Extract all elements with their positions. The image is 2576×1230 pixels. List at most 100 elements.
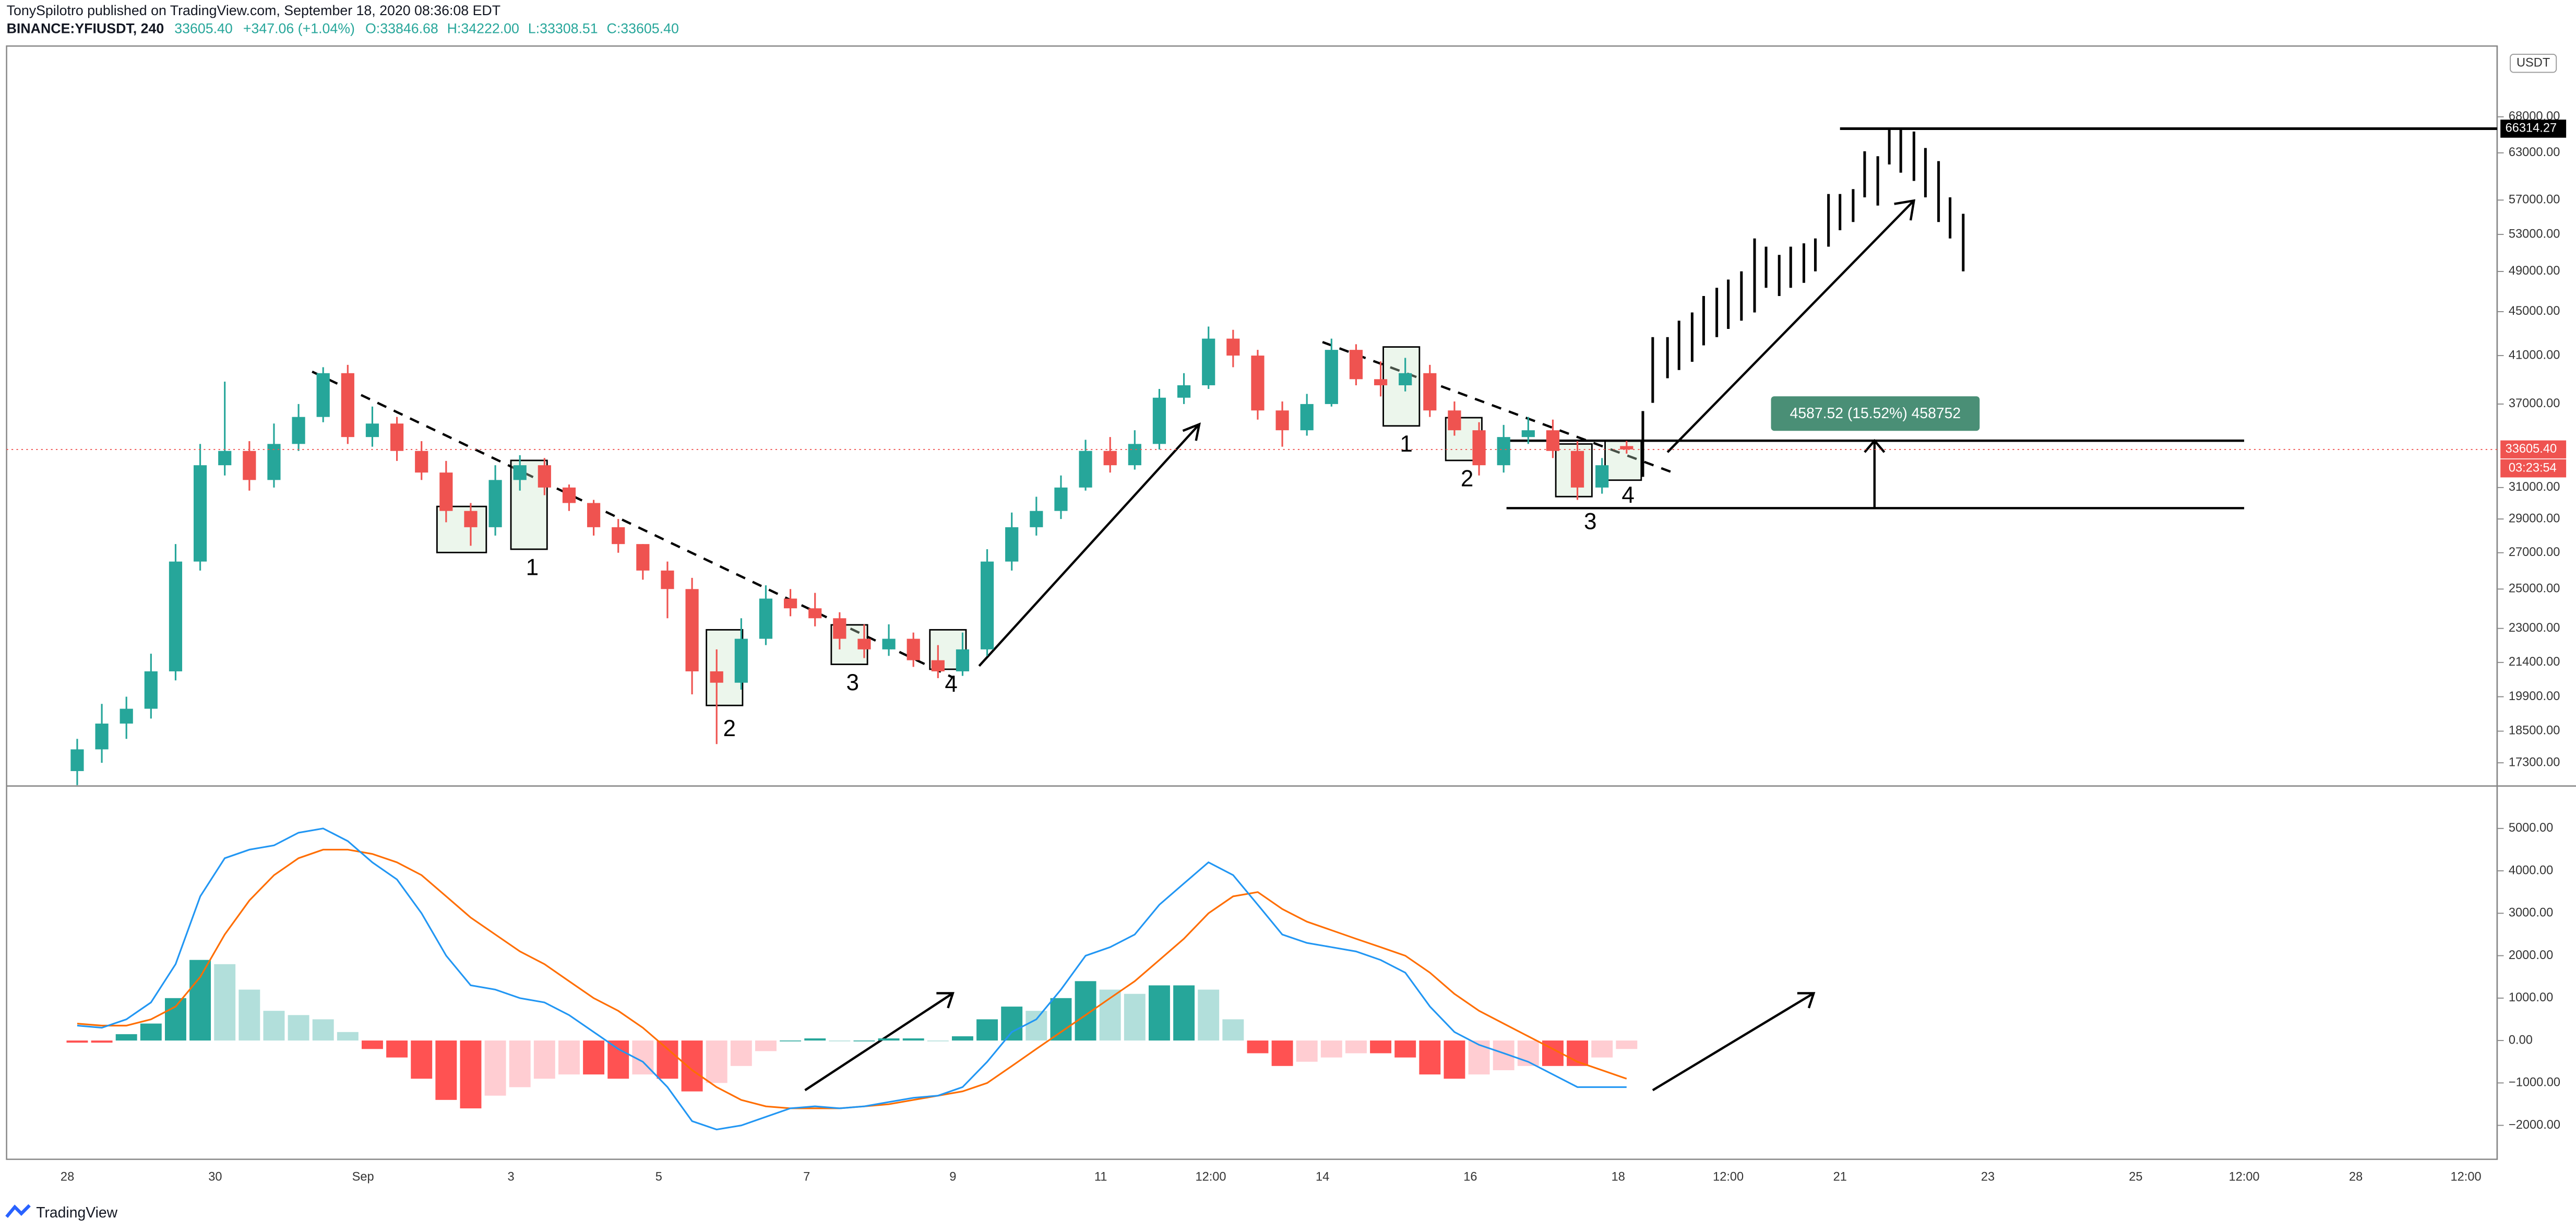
y-tick-label: 41000.00	[2509, 348, 2560, 362]
candle-body	[1226, 338, 1240, 356]
candle-body	[833, 618, 846, 639]
histogram-bar	[976, 1019, 998, 1041]
candles	[70, 326, 1633, 785]
y-tick-label: 5000.00	[2509, 821, 2553, 835]
candle-body	[1570, 451, 1584, 488]
candle-body	[267, 444, 281, 480]
histogram-bar	[1419, 1040, 1441, 1075]
y-tick-label: 1000.00	[2509, 991, 2553, 1004]
histogram-bar	[66, 1040, 88, 1043]
target-label: 66314.27	[2506, 122, 2557, 135]
y-tick-label: 4000.00	[2509, 864, 2553, 877]
y-tick-label: 19900.00	[2509, 690, 2560, 703]
histogram-bar	[1025, 1011, 1047, 1041]
histogram-bar	[460, 1040, 482, 1109]
histogram-bar	[804, 1038, 826, 1041]
candle-body	[1399, 373, 1412, 385]
histogram-bar	[706, 1040, 728, 1083]
candle-body	[169, 561, 183, 671]
measure-label: 4587.52 (15.52%) 458752	[1790, 405, 1961, 422]
histogram-bar	[657, 1040, 678, 1079]
histogram-bar	[1050, 998, 1072, 1041]
y-tick-label: 23000.00	[2509, 621, 2560, 635]
candle-body	[759, 598, 773, 639]
logo: TradingView	[5, 1204, 118, 1221]
histogram-bar	[853, 1040, 875, 1042]
candle-body	[1472, 430, 1486, 466]
candle-body	[1546, 430, 1560, 451]
annotation: 2	[1461, 466, 1474, 491]
target-badge	[2500, 120, 2567, 138]
candle-body	[513, 465, 527, 480]
histogram-bar	[1444, 1040, 1465, 1079]
candle-body	[70, 749, 84, 771]
candle-body	[1251, 356, 1265, 411]
annotation: 1	[1400, 431, 1413, 457]
ohlc: O:33846.68	[365, 21, 438, 37]
candle-body	[710, 671, 723, 683]
candle-body	[464, 511, 478, 527]
last: 33605.40	[174, 21, 233, 37]
x-tick-label: 5	[655, 1170, 662, 1184]
currency-badge	[2510, 53, 2557, 73]
candle-body	[1054, 487, 1068, 511]
histogram-bar	[1394, 1040, 1416, 1058]
histogram-bar	[435, 1040, 457, 1100]
candle-body	[292, 417, 305, 444]
histogram-bar	[189, 960, 211, 1041]
candle-body	[1423, 373, 1437, 411]
candle-body	[1202, 338, 1215, 385]
candle-body	[931, 660, 945, 671]
measure-arrow	[1864, 439, 1886, 508]
arrow	[1652, 992, 1816, 1092]
box	[1382, 346, 1421, 427]
candle-body	[95, 723, 109, 750]
arrow	[1666, 199, 1916, 453]
histogram-bar	[1222, 1019, 1244, 1041]
y-tick-label: 29000.00	[2509, 512, 2560, 525]
y-tick-label: 31000.00	[2509, 480, 2560, 494]
candle-body	[538, 465, 551, 488]
histogram-bar	[1001, 1007, 1023, 1041]
x-tick-label: 12:00	[1196, 1170, 1226, 1184]
logo-icon	[5, 1204, 31, 1218]
x-tick-label: 12:00	[2229, 1170, 2260, 1184]
histogram-bar	[312, 1019, 334, 1041]
x-tick-label: 25	[2129, 1170, 2142, 1184]
y-tick-label: 17300.00	[2509, 755, 2560, 769]
histogram-bar	[1370, 1040, 1392, 1054]
y-tick-label: 2000.00	[2509, 949, 2553, 962]
histogram-bar	[509, 1040, 531, 1087]
histogram-bar	[927, 1040, 949, 1042]
histogram-bar	[337, 1032, 359, 1041]
histogram-bar	[1616, 1040, 1638, 1049]
ohlc: H:34222.00	[447, 21, 519, 37]
y-tick-label: 57000.00	[2509, 193, 2560, 206]
candle-body	[1275, 410, 1289, 431]
candle-body	[1177, 385, 1191, 398]
candle-body	[907, 638, 920, 660]
histogram-bar	[386, 1040, 408, 1058]
box	[436, 505, 487, 553]
candle-body	[193, 465, 207, 562]
histogram-bar	[411, 1040, 433, 1079]
y-tick-label: 37000.00	[2509, 397, 2560, 410]
histogram-bar	[1345, 1040, 1367, 1054]
change: +347.06 (+1.04%)	[243, 21, 355, 37]
x-tick-label: 16	[1463, 1170, 1477, 1184]
histogram-bar	[238, 989, 260, 1041]
candle-body	[587, 503, 601, 527]
candle-body	[1152, 397, 1166, 444]
histogram-bar	[1271, 1040, 1293, 1066]
macd-line	[77, 827, 1627, 1131]
candle-body	[1374, 379, 1388, 385]
histogram-bar	[1198, 989, 1220, 1041]
x-tick-label: 18	[1612, 1170, 1625, 1184]
histogram-bar	[140, 1023, 162, 1041]
x-tick-label: 7	[803, 1170, 810, 1184]
histogram-bar	[951, 1036, 973, 1041]
candle-body	[1349, 350, 1363, 380]
y-tick-label: 63000.00	[2509, 146, 2560, 159]
